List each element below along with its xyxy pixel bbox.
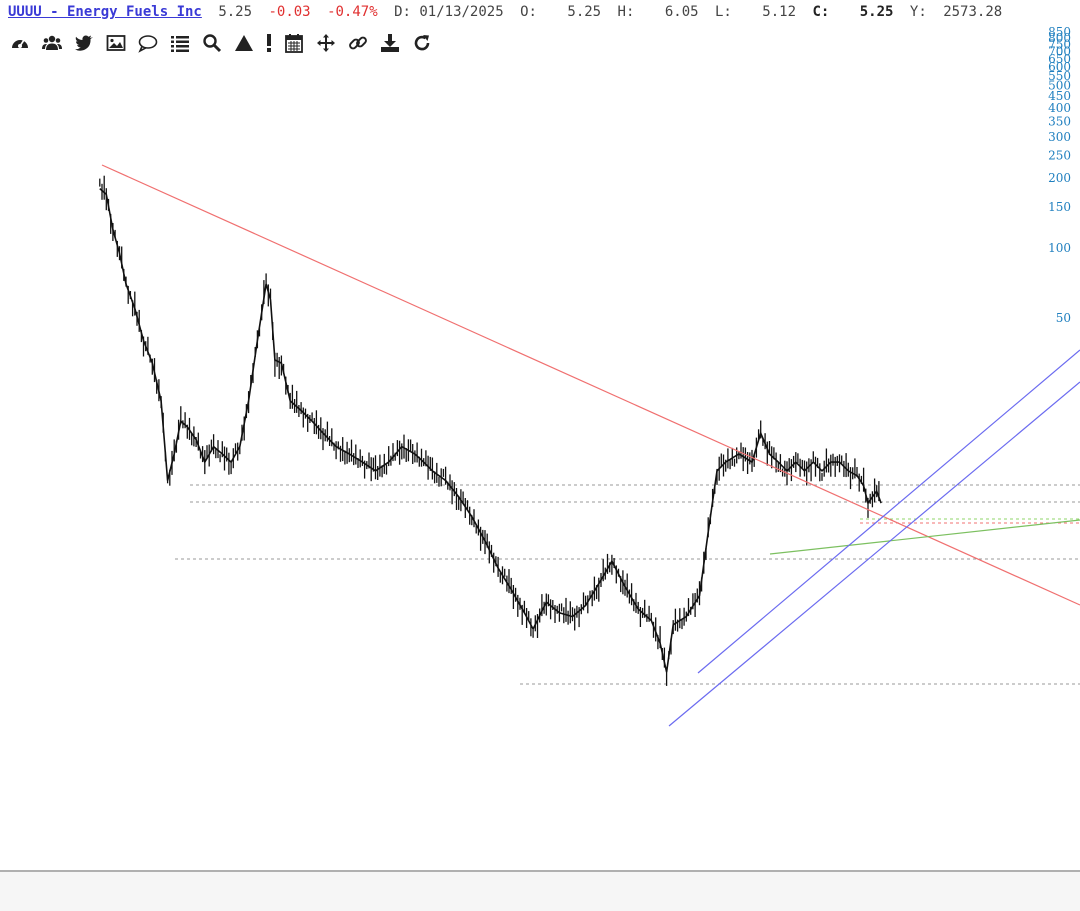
price-series	[99, 175, 882, 686]
link-icon[interactable]	[346, 32, 370, 54]
channel-line-upper[interactable]	[697, 349, 1080, 674]
x-axis-band	[0, 870, 1080, 911]
y-tick-label: 750	[1048, 38, 1071, 52]
y-tick-label: 800	[1048, 31, 1071, 45]
y-tick-label: 650	[1048, 52, 1071, 66]
triangle-icon[interactable]	[232, 32, 256, 54]
support-trendline-green[interactable]	[769, 519, 1080, 555]
close-value: 5.25	[859, 4, 894, 20]
y-tick-label: 700	[1048, 45, 1071, 59]
y-tick-label: 300	[1048, 130, 1071, 144]
high-value: 6.05	[664, 4, 699, 20]
price-change: -0.03	[268, 4, 311, 20]
y-tick-label: 100	[1048, 241, 1071, 255]
refresh-icon[interactable]	[410, 32, 434, 54]
y-tick-label: 150	[1048, 200, 1071, 214]
ticker-link[interactable]: UUUU - Energy Fuels Inc	[8, 4, 202, 20]
download-icon[interactable]	[378, 32, 402, 54]
low-label: L:	[715, 4, 732, 20]
y-tick-label: 550	[1048, 69, 1071, 83]
quote-header: UUUU - Energy Fuels Inc 5.25 -0.03 -0.47…	[8, 4, 1010, 24]
y-tick-label: 400	[1048, 101, 1071, 115]
exclamation-icon[interactable]	[264, 32, 274, 54]
price-change-percent: -0.47%	[327, 4, 378, 20]
dashboard-icon[interactable]	[8, 32, 32, 54]
y-tick-label: 200	[1048, 171, 1071, 185]
users-icon[interactable]	[40, 32, 64, 54]
chart-toolbar	[8, 32, 434, 54]
y-value: 2573.28	[943, 4, 1003, 20]
y-tick-label: 500	[1048, 79, 1071, 93]
move-icon[interactable]	[314, 32, 338, 54]
channel-line-lower[interactable]	[668, 381, 1080, 727]
close-label: C:	[812, 4, 830, 20]
last-price: 5.25	[218, 4, 253, 20]
price-line	[99, 188, 882, 673]
y-tick-label: 850	[1048, 25, 1071, 39]
y-tick-label: 350	[1048, 115, 1071, 129]
y-tick-label: 50	[1056, 311, 1071, 325]
quote-date: D: 01/13/2025	[394, 4, 504, 20]
y-label: Y:	[909, 4, 927, 20]
y-tick-label: 600	[1048, 60, 1071, 74]
y-tick-label: 250	[1048, 149, 1071, 163]
list-icon[interactable]	[168, 32, 192, 54]
comment-icon[interactable]	[136, 32, 160, 54]
open-label: O:	[520, 4, 537, 20]
y-tick-label: 450	[1048, 89, 1071, 103]
open-value: 5.25	[567, 4, 602, 20]
twitter-icon[interactable]	[72, 32, 96, 54]
high-label: H:	[617, 4, 635, 20]
search-icon[interactable]	[200, 32, 224, 54]
trend-lines	[101, 164, 1080, 727]
resistance-trendline[interactable]	[101, 164, 1080, 606]
low-value: 5.12	[762, 4, 797, 20]
image-icon[interactable]	[104, 32, 128, 54]
calendar-icon[interactable]	[282, 32, 306, 54]
